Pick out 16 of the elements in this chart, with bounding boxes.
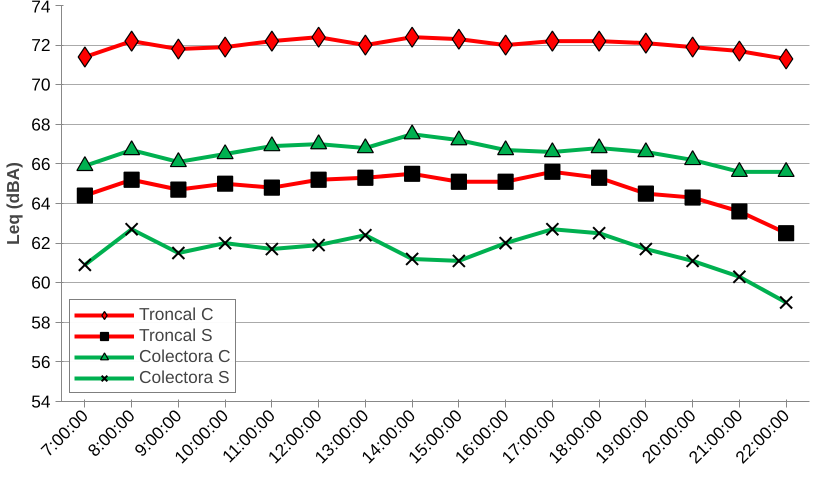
y-tick-label: 70	[31, 74, 51, 95]
y-tick-label: 56	[31, 352, 51, 372]
y-tick-label: 64	[31, 194, 51, 214]
y-tick-label: 72	[31, 35, 51, 56]
legend-label: Colectora C	[139, 346, 230, 367]
legend-label: Troncal S	[139, 325, 213, 346]
y-axis-title: Leq (dBA)	[3, 162, 24, 245]
y-tick-label: 58	[31, 312, 51, 332]
legend-label: Troncal C	[139, 304, 214, 325]
y-tick-label: 68	[31, 114, 51, 134]
y-tick-label: 60	[31, 272, 51, 293]
legend-label: Colectora S	[139, 367, 230, 388]
y-tick-label: 62	[31, 233, 51, 254]
y-tick-label: 74	[31, 0, 51, 16]
y-tick-label: 54	[31, 392, 51, 412]
y-tick-label: 66	[31, 154, 51, 174]
